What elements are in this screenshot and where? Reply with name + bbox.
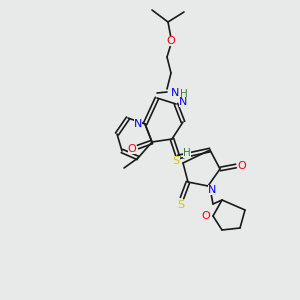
Text: O: O bbox=[128, 144, 136, 154]
Text: N: N bbox=[134, 119, 142, 129]
Text: N: N bbox=[171, 88, 179, 98]
Text: N: N bbox=[208, 185, 216, 195]
Text: N: N bbox=[179, 97, 187, 107]
Text: H: H bbox=[183, 148, 191, 158]
Text: H: H bbox=[180, 89, 188, 99]
Text: O: O bbox=[167, 36, 176, 46]
Text: O: O bbox=[202, 211, 210, 221]
Text: S: S bbox=[172, 156, 180, 166]
Text: O: O bbox=[238, 161, 246, 171]
Text: S: S bbox=[177, 200, 184, 210]
